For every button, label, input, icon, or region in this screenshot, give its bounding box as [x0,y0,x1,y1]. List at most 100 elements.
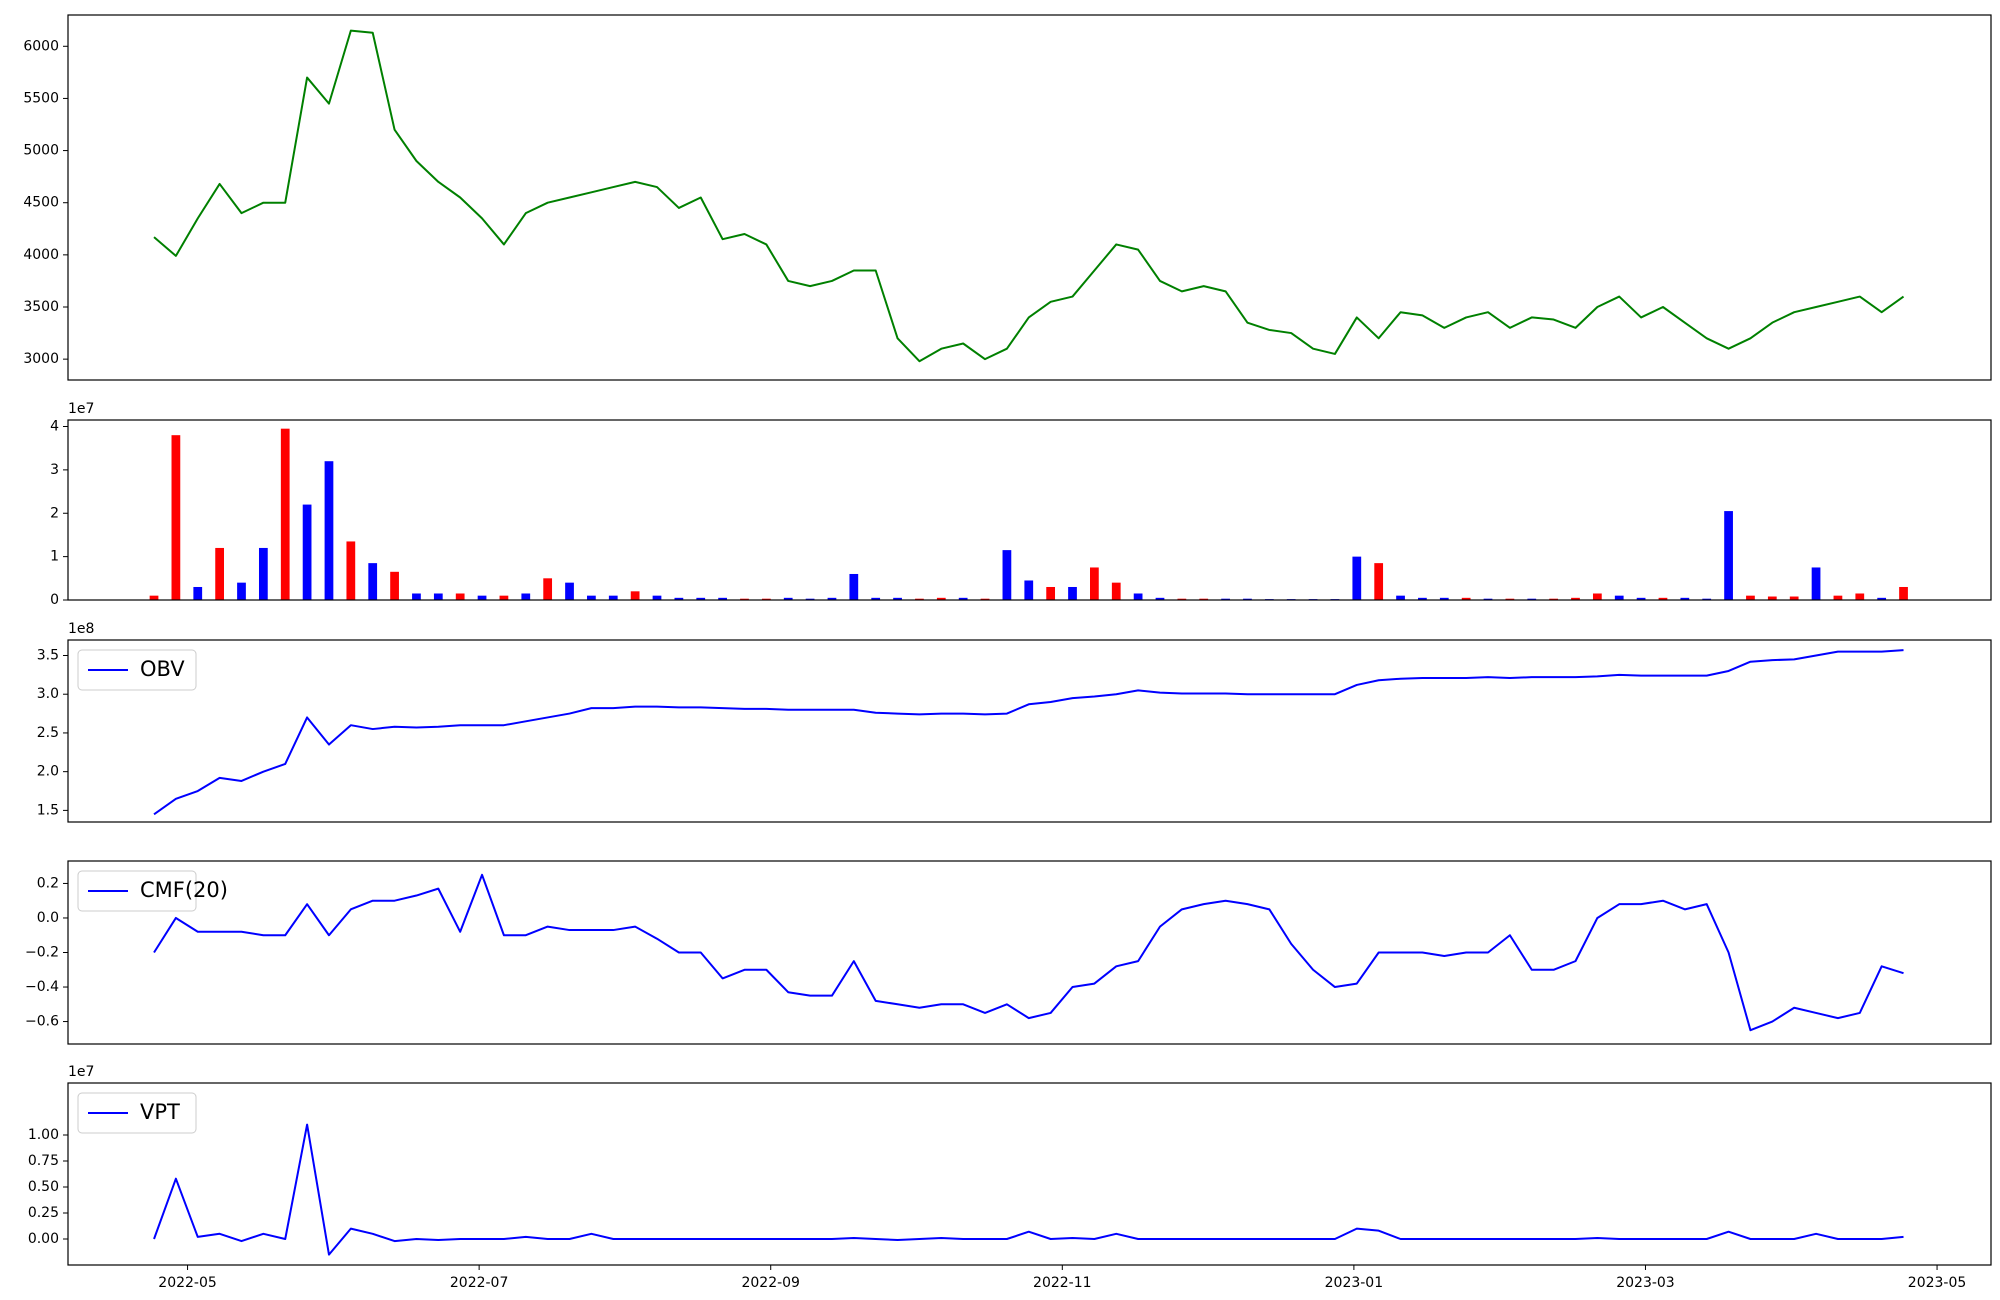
y-tick-label: −0.6 [25,1014,59,1030]
bar [433,593,443,600]
y-tick-label: 3.0 [37,686,59,702]
bar [1811,567,1821,600]
bar [1527,598,1537,600]
bar [1505,598,1515,600]
bar [1221,598,1230,600]
y-tick-label: 5500 [23,90,59,106]
x-tick-label: 2022-05 [158,1275,217,1291]
x-tick-label: 2023-01 [1325,1275,1384,1291]
bar [652,595,662,600]
bar [215,547,224,600]
x-tick-label: 2023-03 [1616,1275,1675,1291]
bar [980,598,990,600]
bar [543,578,553,600]
bar [324,461,334,600]
bar [258,547,268,600]
y-tick-label: 2.5 [37,725,59,741]
bar [958,597,968,600]
offset-label: 1e7 [68,401,94,417]
line [153,873,1904,1032]
y-tick-label: 4500 [23,195,59,211]
y-tick-label: −0.4 [25,979,59,995]
bar [1746,595,1755,600]
bar [1461,597,1471,600]
axes-frame [67,419,1992,601]
line [153,649,1904,816]
bar [346,541,356,600]
bar [915,598,924,600]
bar [280,428,290,600]
bar [565,582,574,600]
bar [1002,550,1012,600]
y-tick-label: 3500 [23,299,59,315]
line [153,29,1905,363]
y-tick-label: 0.0 [37,910,59,926]
bar [477,595,487,600]
bar [1571,597,1580,600]
y-tick-label: 1 [50,549,59,565]
bar [805,598,815,600]
legend-label: VPT [140,1100,180,1124]
bar [608,595,618,600]
bar [1024,580,1034,600]
bar [936,597,946,600]
bar [1549,598,1558,600]
legend-box [77,1092,197,1134]
bar [740,598,749,600]
bar [521,593,531,600]
legend-label: OBV [140,657,185,681]
bar [390,571,399,600]
bar [783,597,793,600]
y-tick-label: 3.5 [37,647,59,663]
bar [1702,598,1712,600]
y-tick-label: 0.2 [37,875,59,891]
bar [718,597,727,600]
bar [1899,586,1908,600]
bar [1352,556,1362,600]
bar [1111,582,1121,600]
bar [171,435,181,600]
bar [499,595,509,600]
offset-label: 1e8 [68,621,94,637]
bar [1483,598,1493,600]
bar [1855,593,1865,600]
bar [1789,596,1799,600]
y-tick-label: 1.5 [37,802,59,818]
bar [1636,597,1646,600]
y-tick-label: 4 [50,419,59,435]
bar [1418,597,1427,600]
bar [827,597,837,600]
bar [696,597,706,600]
bar [761,598,771,600]
y-tick-label: 0.50 [28,1179,59,1195]
axes-frame [67,14,1992,381]
bar [1767,596,1777,600]
bar [302,504,312,600]
bar [1396,595,1405,600]
offset-label: 1e7 [68,1064,94,1080]
bar [1592,593,1602,600]
y-tick-label: 0.00 [28,1231,59,1247]
bar [1090,567,1099,600]
y-tick-label: 4000 [23,247,59,263]
y-tick-label: 0 [50,592,59,608]
bar [1155,597,1165,600]
legend-box [77,870,197,912]
bar [237,582,246,600]
bar [1724,511,1733,600]
bar [630,591,640,600]
y-tick-label: 0.75 [28,1153,59,1169]
y-tick-label: 5000 [23,143,59,159]
bar [849,573,859,600]
bar [1614,595,1624,600]
axes-frame [67,860,1992,1045]
axes-frame [67,1082,1992,1266]
bar [368,563,378,600]
bar [1243,598,1252,600]
x-tick-label: 2022-11 [1033,1275,1092,1291]
bar [587,595,596,600]
y-tick-label: 1.00 [28,1127,59,1143]
bar [1833,595,1843,600]
line [153,1123,1904,1256]
y-tick-label: 2.0 [37,764,59,780]
